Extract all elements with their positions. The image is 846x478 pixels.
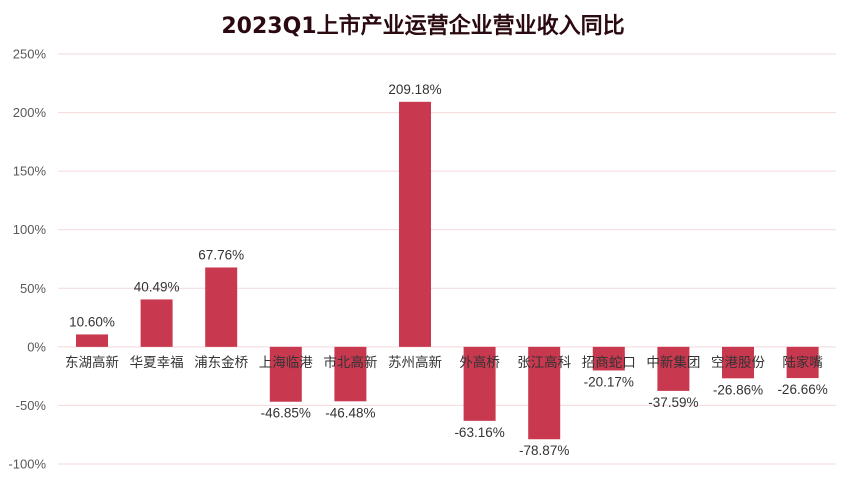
category-label: 华夏幸福 xyxy=(130,355,184,371)
bar xyxy=(463,346,496,421)
data-label: 10.60% xyxy=(69,314,115,329)
y-tick-label: 100% xyxy=(13,222,47,237)
data-label: -26.66% xyxy=(777,382,827,397)
bar xyxy=(722,346,754,379)
y-tick-label: -50% xyxy=(16,398,47,413)
category-label: 苏州高新 xyxy=(388,354,442,371)
data-label: -20.17% xyxy=(584,374,634,389)
data-label: -78.87% xyxy=(519,443,569,458)
data-label: 67.76% xyxy=(198,247,244,262)
y-tick-label: 150% xyxy=(13,164,47,179)
y-tick-label: 250% xyxy=(13,47,47,62)
category-label: 招商蛇口 xyxy=(582,355,636,371)
data-label: 40.49% xyxy=(134,279,180,294)
category-label: 市北高新 xyxy=(323,354,377,371)
data-label: -46.48% xyxy=(325,405,375,420)
y-tick-label: 0% xyxy=(27,339,46,354)
data-label: 209.18% xyxy=(388,82,441,97)
category-label: 外高桥 xyxy=(459,354,500,371)
category-label: 上海临港 xyxy=(259,355,313,371)
bar xyxy=(140,299,173,347)
bar xyxy=(592,346,625,371)
y-tick-label: 50% xyxy=(20,281,46,296)
y-tick-label: -100% xyxy=(8,457,46,472)
category-label: 浦东金桥 xyxy=(194,355,248,371)
data-label: -63.16% xyxy=(454,425,504,440)
bar xyxy=(657,346,690,391)
category-label: 空港股份 xyxy=(711,355,765,371)
data-label: -37.59% xyxy=(648,395,698,410)
data-label: -26.86% xyxy=(713,382,763,397)
category-label: 东湖高新 xyxy=(65,354,119,371)
bar xyxy=(334,346,367,402)
data-label: -46.85% xyxy=(261,406,311,421)
bar xyxy=(76,334,108,347)
category-label: 陆家嘴 xyxy=(782,354,823,371)
bar xyxy=(528,346,561,440)
category-label: 中新集团 xyxy=(646,355,700,371)
chart-title: 2023Q1上市产业运营企业营业收入同比 xyxy=(221,14,625,39)
category-label: 张江高科 xyxy=(517,354,571,371)
bar xyxy=(205,267,238,347)
y-tick-label: 200% xyxy=(13,105,47,120)
bar xyxy=(399,101,431,347)
bar xyxy=(269,346,302,402)
bar xyxy=(786,346,819,379)
